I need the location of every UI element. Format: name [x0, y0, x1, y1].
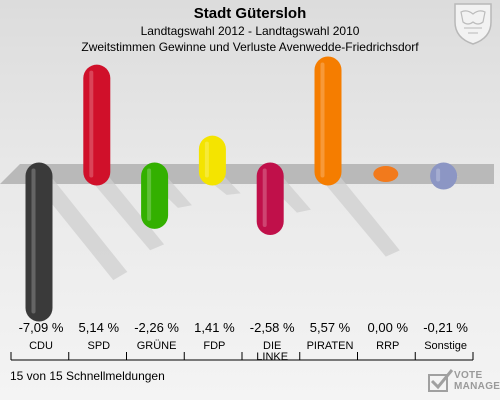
bar-highlight-die-linke	[262, 168, 267, 227]
value-label-piraten: 5,57 %	[310, 320, 351, 335]
bar-highlight-gruene	[147, 168, 152, 221]
chart-baseline-band	[0, 164, 494, 184]
category-label-piraten: PIRATEN	[307, 340, 354, 352]
vote-manager-logo: VOTE MANAGER	[426, 366, 500, 399]
bar-shadow-piraten	[318, 176, 400, 257]
city-crest-icon	[454, 3, 492, 45]
category-label-fdp: FDP	[203, 340, 225, 352]
category-label-spd: SPD	[87, 340, 110, 352]
value-label-gruene: -2,26 %	[134, 320, 179, 335]
value-label-sonstige: -0,21 %	[423, 320, 468, 335]
value-label-spd: 5,14 %	[79, 320, 120, 335]
bar-sonstige	[430, 162, 458, 190]
bar-rrp	[373, 166, 399, 182]
bar-highlight-sonstige	[436, 168, 441, 182]
bar-highlight-cdu	[31, 168, 36, 314]
value-label-cdu: -7,09 %	[19, 320, 64, 335]
logo-line-vote: VOTE	[454, 370, 483, 381]
bar-fdp	[198, 135, 226, 186]
bar-highlight-fdp	[204, 141, 209, 178]
chart-title: Stadt Gütersloh	[193, 5, 307, 22]
bar-spd	[83, 64, 111, 186]
category-label-cdu: CDU	[29, 340, 53, 352]
chart-subtitle: Landtagswahl 2012 - Landtagswahl 2010	[140, 24, 360, 38]
bar-highlight-spd	[89, 70, 94, 178]
category-label-sonstige: Sonstige	[424, 340, 467, 352]
bar-gruene	[141, 162, 169, 229]
vote-check-icon	[428, 369, 454, 392]
value-label-die-linke: -2,58 %	[250, 320, 295, 335]
bar-cdu	[25, 162, 53, 322]
logo-line-manager: MANAGER	[454, 381, 500, 392]
footer-status: 15 von 15 Schnellmeldungen	[10, 369, 165, 383]
bar-highlight-piraten	[320, 62, 325, 178]
bar-die-linke	[256, 162, 284, 235]
value-label-rrp: 0,00 %	[368, 320, 409, 335]
value-label-fdp: 1,41 %	[194, 320, 235, 335]
bar-shadow-cdu	[29, 176, 128, 281]
category-label-rrp: RRP	[376, 340, 399, 352]
chart-subtitle-detail: Zweitstimmen Gewinne und Verluste Avenwe…	[81, 40, 419, 54]
bar-shadow-spd	[87, 176, 165, 251]
category-label-gruene: GRÜNE	[137, 340, 177, 352]
category-label-die-linke: DIE LINKE	[256, 340, 288, 363]
bar-piraten	[314, 56, 342, 186]
